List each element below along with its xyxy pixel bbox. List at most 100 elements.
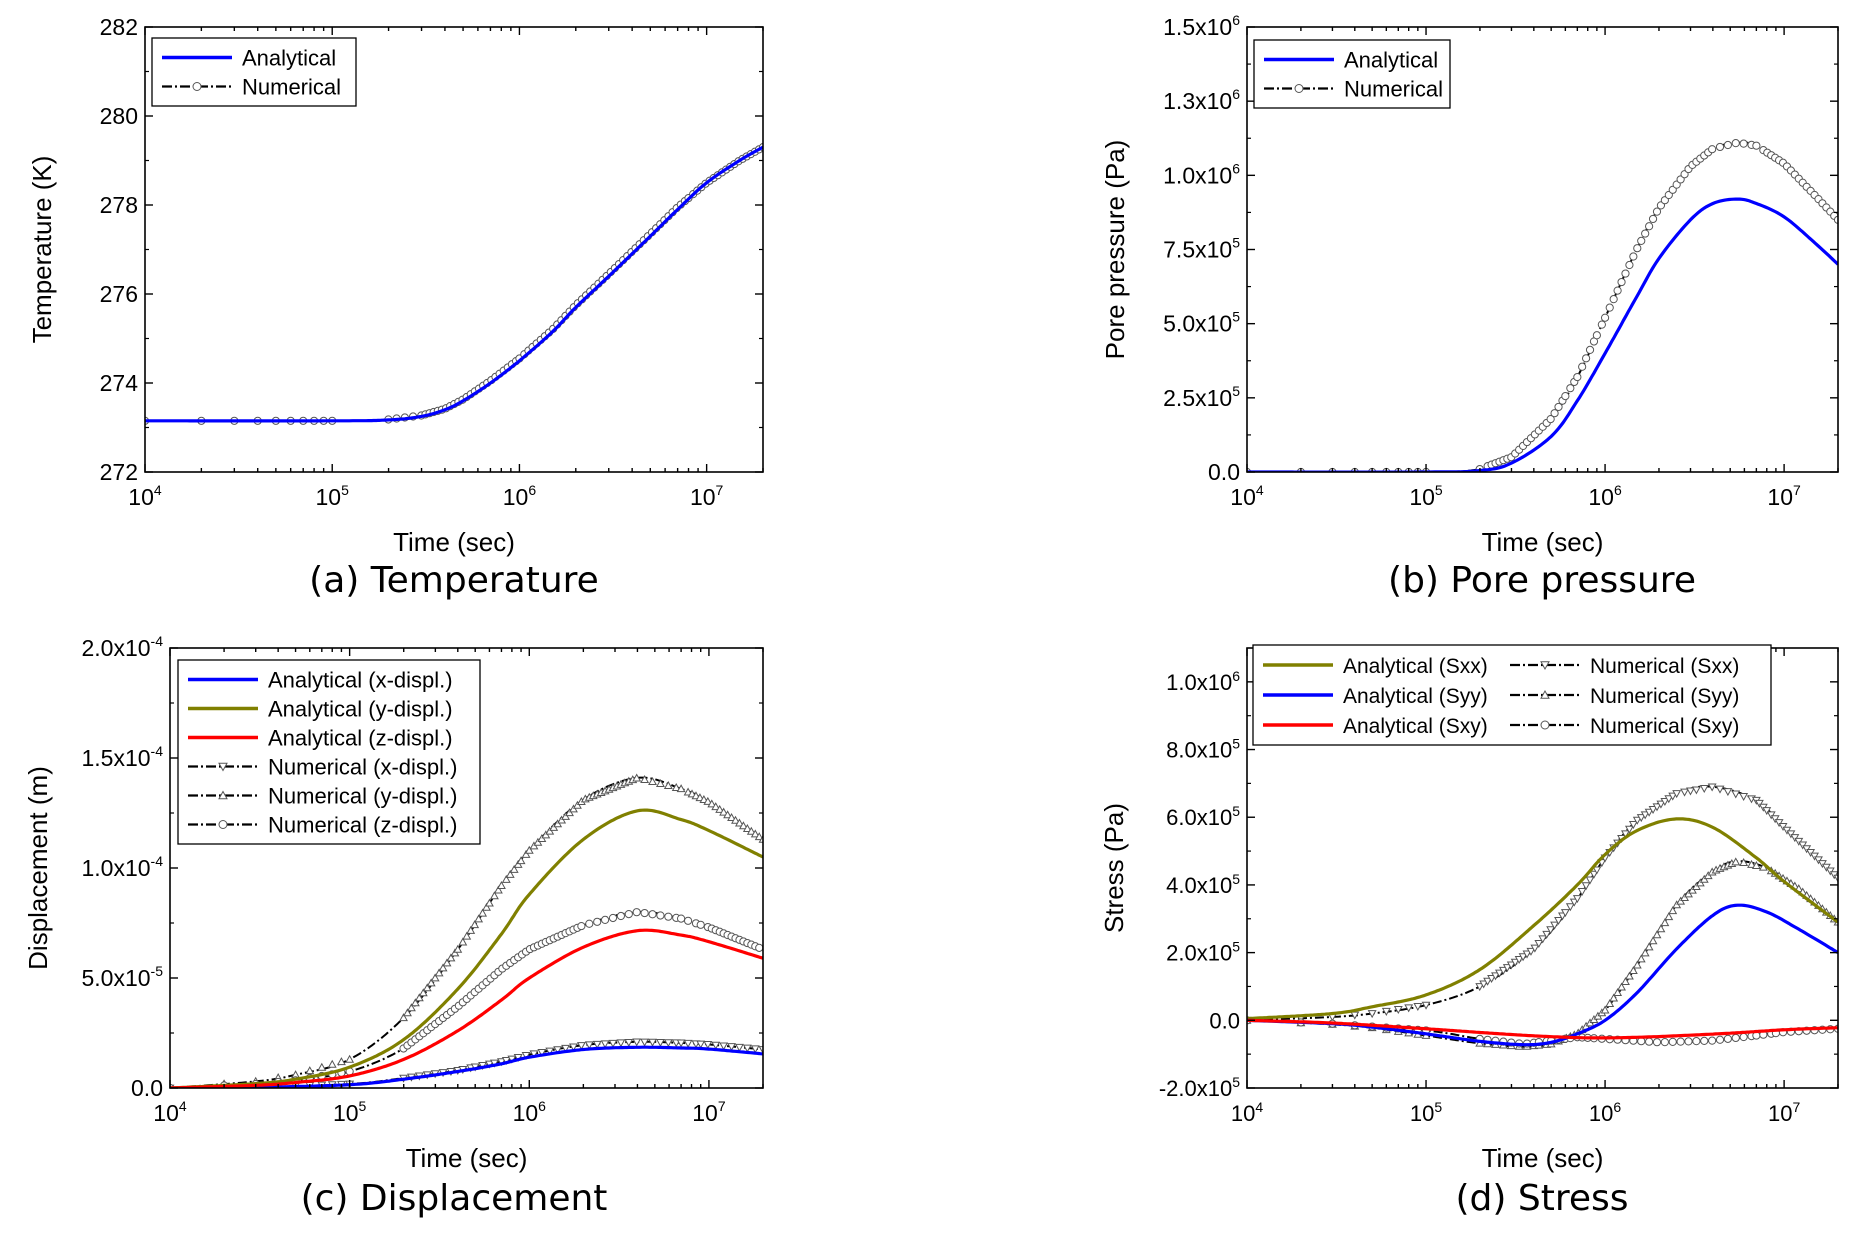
data-point (1592, 331, 1601, 340)
data-point (640, 774, 650, 783)
data-point (676, 914, 686, 923)
data-point (608, 1039, 618, 1048)
legend: Analytical (Sxx) Analytical (Syy) Analytic… (1252, 644, 1772, 746)
data-point (1680, 788, 1690, 797)
data-point (1668, 792, 1678, 801)
data-point (592, 1040, 602, 1049)
data-point (462, 931, 472, 940)
y-tick-label: 4.0x105 (1166, 871, 1240, 898)
data-point (1645, 222, 1654, 231)
data-point (1600, 313, 1610, 322)
chart-panel-c: 104 105 106 107 0.0 5.0x10-5 1.0x10-4 1.5x10-4 2… (23, 633, 764, 1219)
data-point (1413, 1002, 1423, 1011)
data-point (750, 1045, 760, 1054)
y-tick-label: 1.0x106 (1166, 668, 1240, 695)
legend-label: Numerical (1344, 77, 1443, 102)
x-tick-label: 107 (692, 1098, 726, 1126)
data-point (1546, 415, 1555, 424)
data-point (632, 773, 642, 782)
legend-label: Numerical (242, 75, 341, 100)
data-point (410, 998, 420, 1007)
panel-caption: (a) Temperature (309, 560, 599, 601)
data-point (1676, 1037, 1685, 1046)
data-point (1640, 811, 1650, 820)
data-point (438, 963, 448, 972)
data-point (1475, 983, 1485, 992)
data-point (1774, 819, 1784, 828)
data-point (1684, 1037, 1693, 1046)
data-point (553, 1046, 563, 1055)
legend-marker (1540, 661, 1550, 671)
data-point (1560, 909, 1570, 918)
data-point (683, 916, 693, 925)
x-tick-label: 105 (333, 1098, 367, 1126)
data-point (1652, 930, 1662, 939)
legend-item: Analytical (Syy) (1263, 685, 1488, 708)
data-point (422, 983, 432, 992)
y-tick-label: 1.3x106 (1163, 86, 1240, 114)
data-point (624, 910, 633, 919)
x-tick-label: 106 (1589, 1099, 1621, 1126)
y-tick-label: 278 (100, 192, 138, 218)
data-point (632, 908, 641, 917)
data-point (345, 1054, 355, 1063)
data-point (537, 1048, 547, 1057)
legend-label: Analytical (1344, 48, 1438, 73)
data-point (754, 832, 763, 841)
data-point (1739, 1032, 1748, 1042)
data-point (1577, 888, 1587, 897)
data-point (1708, 1036, 1717, 1045)
data-point (640, 1038, 650, 1047)
data-point (1597, 320, 1606, 329)
data-point (1731, 790, 1741, 799)
data-point (1550, 921, 1560, 930)
y-tick-label: 0.0 (1208, 459, 1240, 485)
data-point (1487, 975, 1497, 984)
data-point (1421, 1001, 1431, 1010)
data-point (593, 917, 602, 926)
data-point (755, 943, 763, 952)
data-point (696, 920, 705, 929)
x-axis-label: Time (sec) (393, 527, 515, 557)
data-point (1514, 955, 1524, 965)
data-point (1723, 140, 1732, 150)
data-point (648, 910, 657, 919)
data-point (1542, 930, 1552, 939)
data-point (738, 821, 748, 830)
y-tick-label: 0.0 (131, 1075, 163, 1101)
data-point (446, 953, 456, 962)
data-point (1600, 1005, 1610, 1014)
legend-label: Analytical (z-displ.) (268, 726, 453, 751)
legend-label: Analytical (y-displ.) (268, 697, 453, 722)
data-point (711, 802, 721, 811)
data-point (1766, 811, 1776, 820)
data-point (632, 1038, 642, 1047)
legend-marker (192, 82, 202, 91)
data-point (1747, 859, 1756, 868)
legend-item: Analytical (x-displ.) (188, 668, 453, 693)
data-point (1624, 825, 1634, 834)
data-point (703, 1041, 713, 1050)
legend-box (151, 37, 357, 107)
data-point (1739, 792, 1749, 801)
legend-label: Numerical (Sxy) (1590, 715, 1739, 738)
legend-item: Numerical (Sxy) (1510, 715, 1739, 738)
y-tick-label: 272 (100, 459, 138, 485)
data-point (474, 914, 484, 923)
data-point (671, 782, 681, 791)
data-point (1624, 971, 1634, 980)
data-point (1609, 295, 1618, 304)
x-tick-label: 104 (128, 482, 162, 510)
x-tick-label: 107 (690, 482, 724, 510)
data-point (655, 1038, 665, 1048)
y-tick-label: -2.0x105 (1159, 1074, 1240, 1101)
legend: Analytical Numerical (1253, 39, 1451, 109)
x-tick-label: 106 (1588, 482, 1622, 510)
data-point (1652, 803, 1662, 812)
data-point (723, 810, 733, 819)
y-tick-label: 282 (100, 14, 138, 40)
data-point (1534, 940, 1544, 949)
legend-item: Numerical (z-displ.) (188, 813, 457, 838)
data-point (1621, 830, 1630, 839)
data-point (1628, 966, 1638, 975)
